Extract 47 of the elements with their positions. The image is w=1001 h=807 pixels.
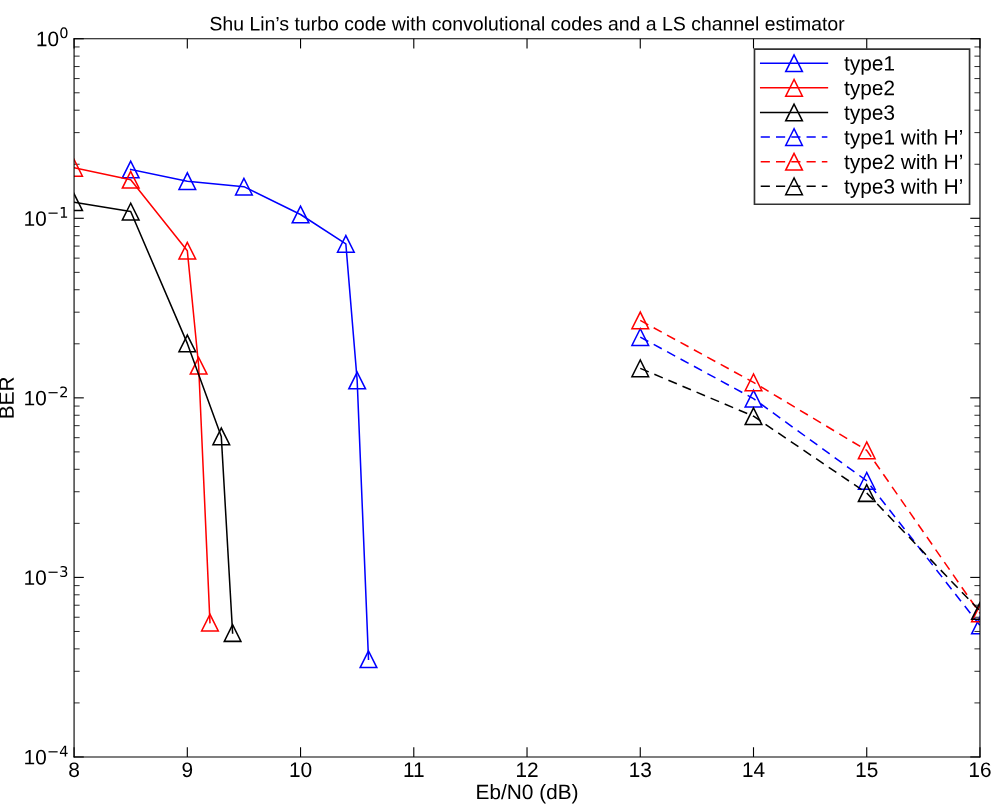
x-tick-label: 16 (969, 762, 991, 778)
y-tick-label: 10$^{−1}$ (25, 207, 68, 226)
x-tick-label: 9 (182, 762, 193, 778)
legend-label: type1 (844, 56, 894, 75)
legend-label: type3 with H’ (844, 178, 963, 198)
point (857, 441, 876, 460)
point (121, 202, 140, 221)
x-tick-label: 10 (290, 762, 312, 778)
point (744, 389, 763, 408)
point (857, 471, 876, 490)
chart-title: Shu Lin’s turbo code with convolutional codes and a LS channel estimator (210, 16, 845, 31)
x-axis-title: Eb/N0 (dB) (477, 784, 578, 804)
point (857, 483, 876, 503)
point (234, 177, 254, 196)
point (121, 170, 140, 189)
legend-label: type3 (844, 105, 895, 125)
x-tick-label: 12 (517, 762, 538, 777)
point (348, 371, 367, 390)
point (178, 334, 197, 353)
y-tick-label: 10$^{−2}$ (25, 386, 67, 406)
point (744, 373, 763, 392)
point (121, 160, 140, 179)
point (178, 241, 197, 260)
point (336, 234, 355, 254)
x-tick-label: 8 (69, 762, 79, 778)
legend-label: type2 (844, 80, 894, 100)
point (291, 205, 310, 224)
point (212, 427, 231, 446)
point (200, 613, 220, 632)
y-tick-label: 10$^{−3}$ (25, 566, 68, 585)
point (359, 650, 378, 669)
x-tick-label: 13 (630, 762, 651, 778)
point (631, 311, 650, 330)
y-tick-label: 10$^{0}$ (37, 27, 68, 47)
point (631, 327, 650, 347)
point (631, 359, 650, 378)
legend-label: type2 with H’ (844, 153, 963, 174)
point (189, 356, 208, 375)
legend-label: type1 with H’ (844, 129, 963, 149)
x-tick-label: 11 (404, 762, 424, 777)
x-tick-label: 15 (856, 762, 878, 778)
point (223, 623, 242, 643)
point (178, 172, 197, 191)
x-tick-label: 14 (743, 762, 765, 777)
point (744, 407, 763, 426)
y-axis-title: BER (0, 377, 14, 418)
y-tick-label: 10$^{−4}$ (25, 745, 68, 765)
